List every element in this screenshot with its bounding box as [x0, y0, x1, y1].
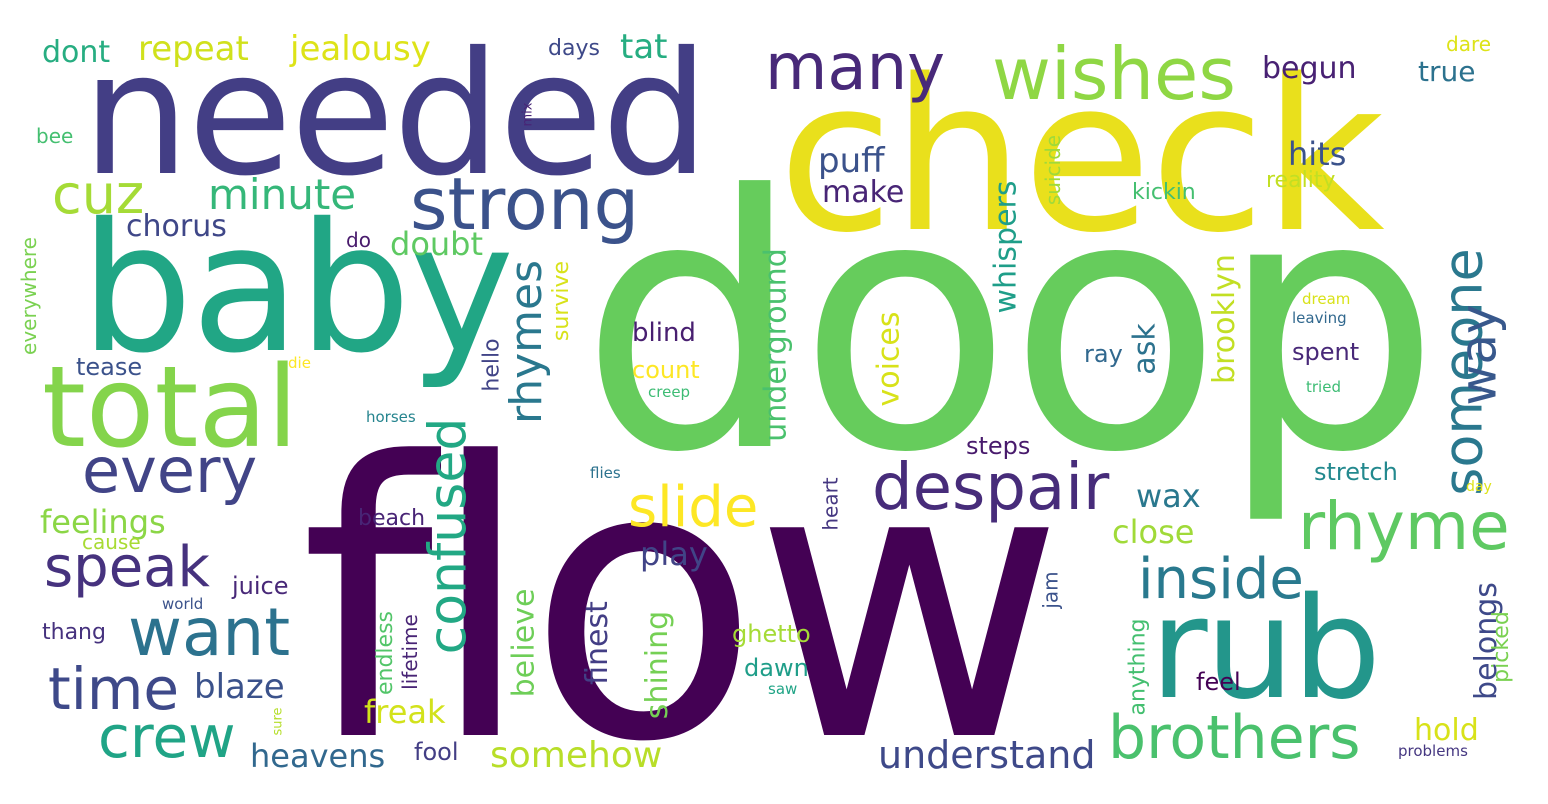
word-suicide: suicide [1041, 134, 1066, 206]
word-brothers: brothers [1108, 703, 1361, 773]
word-stretch: stretch [1314, 458, 1398, 486]
word-tat: tat [620, 27, 668, 67]
word-mix: mix [520, 102, 536, 127]
word-begun: begun [1262, 51, 1357, 86]
word-tried: tried [1306, 378, 1341, 396]
word-inside: inside [1138, 547, 1304, 612]
word-minute: minute [208, 170, 357, 219]
word-brooklyn: brooklyn [1206, 254, 1242, 384]
word-dream: dream [1302, 290, 1351, 308]
word-shining: shining [640, 610, 676, 720]
word-leaving: leaving [1292, 309, 1347, 327]
word-chorus: chorus [126, 209, 227, 244]
word-spent: spent [1292, 338, 1360, 366]
word-repeat: repeat [138, 29, 249, 69]
word-sure: sure [270, 707, 286, 736]
word-every: every [82, 434, 258, 507]
word-hits: hits [1288, 135, 1347, 173]
word-rhymes: rhymes [501, 259, 553, 425]
word-lifetime: lifetime [397, 614, 422, 690]
word-picked: picked [1488, 611, 1514, 683]
word-feel: feel [1196, 668, 1241, 696]
word-play: play [640, 535, 708, 573]
word-wax: wax [1136, 477, 1201, 515]
word-kickin: kickin [1132, 180, 1196, 205]
word-dont: dont [42, 35, 111, 70]
word-thang: thang [42, 620, 106, 645]
word-die: die [288, 354, 311, 372]
word-ray: ray [1084, 340, 1123, 368]
word-everywhere: everywhere [16, 237, 41, 355]
word-saw: saw [768, 680, 798, 698]
word-problems: problems [1398, 742, 1468, 760]
word-despair: despair [872, 451, 1110, 525]
word-many: many [765, 31, 945, 105]
word-jealousy: jealousy [290, 29, 431, 69]
word-flow: flow [300, 382, 1065, 804]
word-dawn: dawn [744, 654, 809, 682]
word-slide: slide [628, 475, 759, 540]
word-needed: needed [82, 16, 709, 214]
word-way: way [1449, 304, 1508, 406]
word-want: want [128, 594, 291, 671]
word-steps: steps [966, 432, 1031, 460]
word-feelings: feelings [40, 503, 166, 541]
word-whispers: whispers [988, 180, 1024, 314]
word-believe: believe [506, 588, 542, 698]
word-horses: horses [366, 408, 416, 426]
word-wishes: wishes [992, 32, 1236, 116]
word-juice: juice [232, 572, 289, 600]
word-creep: creep [648, 383, 691, 401]
word-crew: crew [98, 703, 236, 771]
word-strong: strong [410, 162, 640, 246]
word-cause: cause [82, 530, 141, 554]
word-close: close [1112, 513, 1195, 551]
word-freak: freak [364, 693, 446, 731]
word-anything: anything [1125, 618, 1151, 716]
word-do: do [346, 228, 371, 252]
word-finest: finest [579, 601, 615, 685]
word-puff: puff [818, 141, 885, 181]
word-fool: fool [414, 738, 459, 766]
word-days: days [548, 36, 600, 61]
word-rhyme: rhyme [1298, 488, 1510, 565]
word-make: make [822, 175, 905, 210]
word-confused[interactable]: confused [418, 417, 479, 655]
word-heart: heart [818, 477, 843, 531]
word-jam: jam [1038, 571, 1063, 609]
word-bee: bee [36, 124, 74, 148]
word-world: world [162, 595, 204, 613]
word-rub: rub [1150, 568, 1381, 731]
word-time: time [48, 655, 180, 723]
word-baby: baby [80, 185, 514, 392]
word-day: day [1466, 479, 1492, 495]
word-dare: dare [1446, 32, 1492, 56]
word-hold: hold [1414, 713, 1479, 748]
word-beach: beach [358, 506, 426, 531]
word-endless: endless [373, 610, 399, 696]
word-ask: ask [1127, 323, 1163, 375]
word-cuz: cuz [52, 163, 145, 226]
word-underground: underground [758, 248, 794, 442]
word-somehow: somehow [490, 735, 663, 776]
word-total: total [42, 343, 299, 473]
word-blaze: blaze [194, 667, 285, 707]
word-tease: tease [76, 353, 143, 381]
word-check: check [778, 34, 1385, 279]
word-blind: blind [632, 318, 696, 348]
word-survive: survive [549, 260, 575, 342]
word-flies: flies [590, 464, 621, 482]
word-voices: voices [871, 311, 907, 407]
word-ghetto: ghetto [732, 620, 811, 648]
word-understand: understand [878, 733, 1096, 777]
word-true: true [1418, 55, 1476, 88]
word-count: count [632, 356, 700, 384]
word-doop: doop [580, 121, 1441, 529]
word-doubt: doubt [390, 225, 484, 263]
word-reality: reality [1266, 168, 1336, 193]
word-hello: hello [479, 338, 505, 392]
word-speak: speak [44, 535, 210, 600]
word-heavens: heavens [250, 737, 386, 775]
